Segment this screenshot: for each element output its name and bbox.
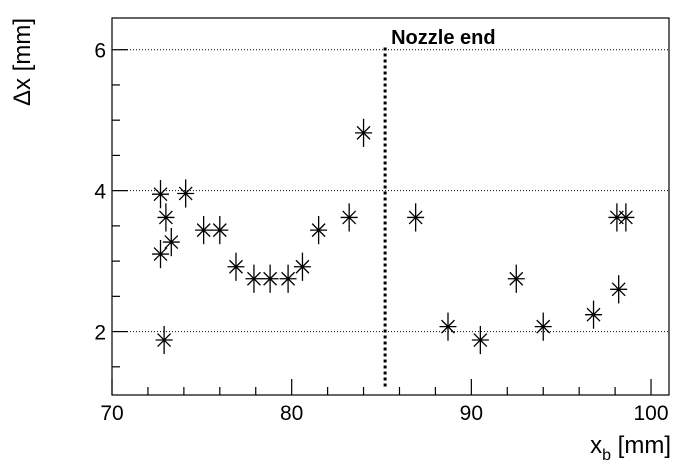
data-points bbox=[152, 118, 635, 355]
marker-stroke bbox=[158, 210, 173, 225]
data-point bbox=[471, 325, 489, 355]
marker-stroke bbox=[342, 210, 357, 225]
data-point bbox=[152, 180, 170, 209]
data-point bbox=[617, 203, 635, 232]
data-point bbox=[439, 312, 457, 341]
marker-stroke bbox=[246, 271, 261, 286]
marker-stroke bbox=[196, 223, 211, 238]
marker-stroke bbox=[441, 319, 455, 334]
marker-stroke bbox=[164, 235, 179, 250]
data-point bbox=[534, 312, 552, 341]
data-point bbox=[177, 179, 195, 208]
data-point bbox=[195, 216, 213, 245]
marker-stroke bbox=[536, 319, 551, 334]
x-tick-label: 80 bbox=[280, 402, 303, 425]
data-point bbox=[155, 325, 173, 355]
data-point bbox=[211, 216, 229, 245]
marker-stroke bbox=[311, 223, 326, 238]
x-tick-label: 90 bbox=[460, 402, 483, 425]
data-point bbox=[279, 264, 297, 293]
marker-stroke bbox=[263, 271, 278, 286]
data-point bbox=[162, 227, 180, 257]
y-tick-label: 4 bbox=[94, 181, 106, 204]
marker-stroke bbox=[212, 223, 227, 238]
annotation-label: Nozzle end bbox=[391, 27, 495, 49]
marker-stroke bbox=[153, 187, 168, 202]
marker-stroke bbox=[229, 259, 243, 274]
data-point bbox=[261, 264, 279, 293]
grid-lines bbox=[112, 49, 669, 333]
x-axis-title-subscript: b bbox=[602, 447, 611, 464]
y-tick-label: 6 bbox=[94, 40, 106, 63]
data-point bbox=[152, 239, 170, 269]
tick-labels: 70 80 90 100 2 4 6 bbox=[94, 40, 668, 425]
x-axis-title-unit: [mm] bbox=[611, 432, 671, 459]
x-axis-title-main: x bbox=[590, 432, 602, 459]
y-axis-title: Δx [mm] bbox=[9, 18, 36, 106]
x-axis-title: xb [mm] bbox=[590, 432, 671, 464]
marker-stroke bbox=[356, 125, 371, 140]
data-point bbox=[157, 203, 175, 232]
marker-stroke bbox=[618, 210, 633, 225]
data-point bbox=[610, 275, 628, 304]
marker-stroke bbox=[295, 259, 310, 274]
data-point bbox=[585, 300, 603, 329]
data-point bbox=[310, 216, 328, 245]
marker-stroke bbox=[157, 333, 172, 347]
data-point bbox=[355, 118, 373, 147]
marker-stroke bbox=[408, 210, 423, 225]
plot-frame bbox=[111, 17, 670, 396]
marker-stroke bbox=[473, 333, 488, 347]
x-tick-label: 70 bbox=[100, 402, 123, 425]
data-point bbox=[340, 203, 358, 232]
data-point bbox=[293, 252, 311, 281]
y-tick-label: 2 bbox=[94, 322, 106, 345]
plot-area-border bbox=[111, 17, 670, 396]
data-point bbox=[245, 264, 263, 293]
marker-stroke bbox=[611, 282, 626, 297]
x-tick-label: 100 bbox=[634, 402, 669, 425]
data-point bbox=[507, 264, 525, 293]
data-point bbox=[227, 252, 245, 281]
marker-stroke bbox=[153, 247, 168, 262]
axis-ticks bbox=[111, 49, 652, 395]
marker-stroke bbox=[509, 271, 524, 286]
marker-stroke bbox=[178, 186, 193, 201]
data-point bbox=[407, 203, 425, 232]
marker-stroke bbox=[281, 271, 296, 286]
marker-stroke bbox=[586, 307, 601, 322]
